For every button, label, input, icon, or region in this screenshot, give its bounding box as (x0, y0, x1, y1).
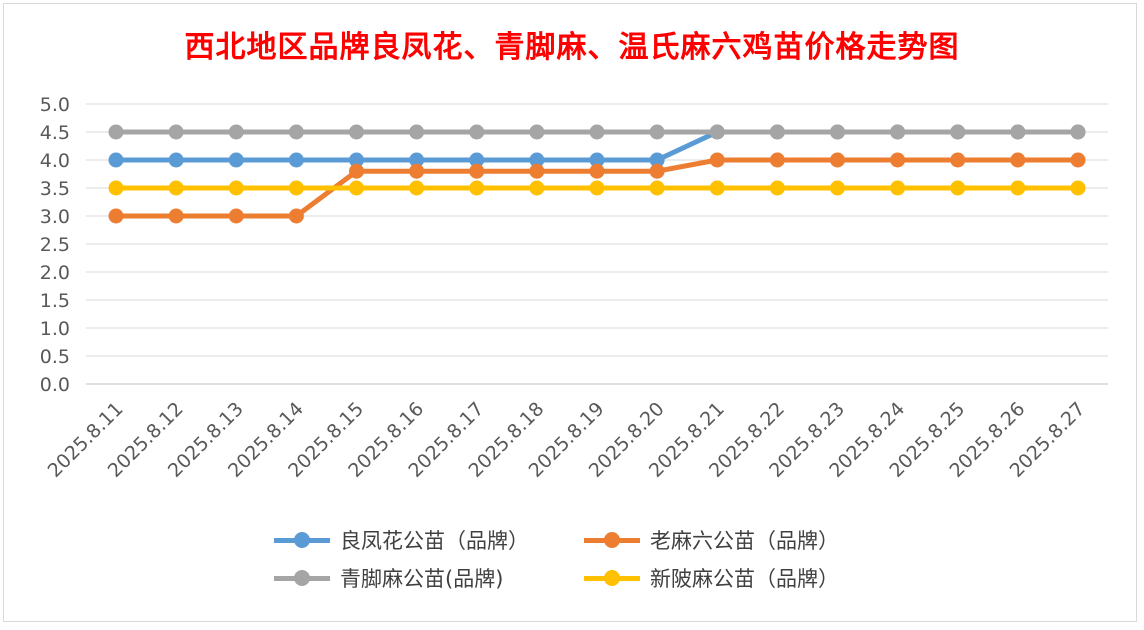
y-tick-label: 1.5 (40, 290, 70, 312)
y-tick-label: 4.5 (40, 122, 70, 144)
data-point (709, 180, 725, 196)
data-point (228, 180, 244, 196)
data-point (1070, 124, 1086, 140)
data-point (409, 124, 425, 140)
legend: 良凤花公苗（品牌） 老麻六公苗（品牌） 青脚麻公苗(品牌) 新陂麻公苗（品牌） (270, 528, 910, 591)
data-point (529, 180, 545, 196)
legend-label: 良凤花公苗（品牌） (340, 529, 529, 553)
data-point (469, 152, 485, 168)
legend-label: 新陂麻公苗（品牌） (650, 567, 839, 591)
data-point (108, 208, 124, 224)
data-point (589, 180, 605, 196)
legend-item-qjm[interactable]: 青脚麻公苗(品牌) (270, 566, 580, 591)
y-tick-label: 5.0 (40, 94, 70, 116)
data-point (709, 152, 725, 168)
data-point (589, 163, 605, 179)
data-point (1070, 180, 1086, 196)
legend-label: 老麻六公苗（品牌） (650, 529, 839, 553)
y-axis-ticks: 0.0 0.5 1.0 1.5 2.0 2.5 3.0 3.5 4.0 4.5 5.0 (40, 94, 70, 396)
data-point (288, 208, 304, 224)
legend-swatch (580, 528, 644, 552)
data-point (1070, 152, 1086, 168)
data-point (349, 124, 364, 140)
data-point (830, 124, 845, 140)
y-tick-label: 2.0 (40, 262, 70, 284)
legend-swatch (270, 528, 334, 552)
data-point (168, 208, 184, 224)
y-tick-label: 0.5 (40, 346, 70, 368)
data-point (409, 152, 425, 168)
y-tick-label: 3.5 (40, 178, 70, 200)
data-point (649, 124, 665, 140)
gridlines (86, 103, 1108, 385)
data-point (529, 152, 545, 168)
data-point (649, 163, 665, 179)
data-point (890, 152, 906, 168)
data-point (108, 180, 124, 196)
data-point (950, 124, 966, 140)
data-point (228, 124, 244, 140)
chart-title: 西北地区品牌良凤花、青脚麻、温氏麻六鸡苗价格走势图 (184, 30, 960, 65)
legend-item-lml[interactable]: 老麻六公苗（品牌） (580, 528, 890, 553)
series-2 (108, 124, 1086, 140)
chart-frame (3, 3, 1137, 622)
data-point (769, 180, 785, 196)
data-point (469, 180, 485, 196)
data-point (349, 152, 364, 168)
data-point (1010, 152, 1026, 168)
data-point (1010, 180, 1026, 196)
data-point (589, 152, 605, 168)
data-point (228, 208, 244, 224)
series-3 (108, 180, 1086, 196)
data-point (409, 180, 425, 196)
data-point (349, 163, 364, 179)
data-point (288, 152, 304, 168)
y-tick-label: 0.0 (40, 374, 70, 396)
data-point (168, 152, 184, 168)
y-tick-label: 3.0 (40, 206, 70, 228)
y-tick-label: 2.5 (40, 234, 70, 256)
data-point (168, 180, 184, 196)
data-point (890, 180, 906, 196)
legend-item-xpm[interactable]: 新陂麻公苗（品牌） (580, 566, 890, 591)
data-point (769, 124, 785, 140)
y-tick-label: 4.0 (40, 150, 70, 172)
data-point (950, 180, 966, 196)
data-point (288, 180, 304, 196)
data-point (830, 152, 845, 168)
data-point (1010, 124, 1026, 140)
data-point (288, 124, 304, 140)
data-point (108, 152, 124, 168)
data-point (529, 163, 545, 179)
data-point (830, 180, 845, 196)
legend-item-lfh[interactable]: 良凤花公苗（品牌） (270, 528, 580, 553)
series-lines (108, 124, 1086, 224)
data-point (349, 180, 364, 196)
data-point (469, 124, 485, 140)
data-point (950, 152, 966, 168)
data-point (469, 163, 485, 179)
legend-swatch (270, 566, 334, 590)
data-point (769, 152, 785, 168)
data-point (890, 124, 906, 140)
series-1 (108, 152, 1086, 224)
data-point (228, 152, 244, 168)
y-tick-label: 1.0 (40, 318, 70, 340)
data-point (709, 124, 725, 140)
x-axis-ticks: 2025.8.112025.8.122025.8.132025.8.142025… (44, 398, 1090, 482)
legend-label: 青脚麻公苗(品牌) (340, 567, 504, 591)
data-point (589, 124, 605, 140)
data-point (529, 124, 545, 140)
data-point (108, 124, 124, 140)
data-point (649, 152, 665, 168)
data-point (649, 180, 665, 196)
data-point (409, 163, 425, 179)
data-point (168, 124, 184, 140)
legend-swatch (580, 566, 644, 590)
